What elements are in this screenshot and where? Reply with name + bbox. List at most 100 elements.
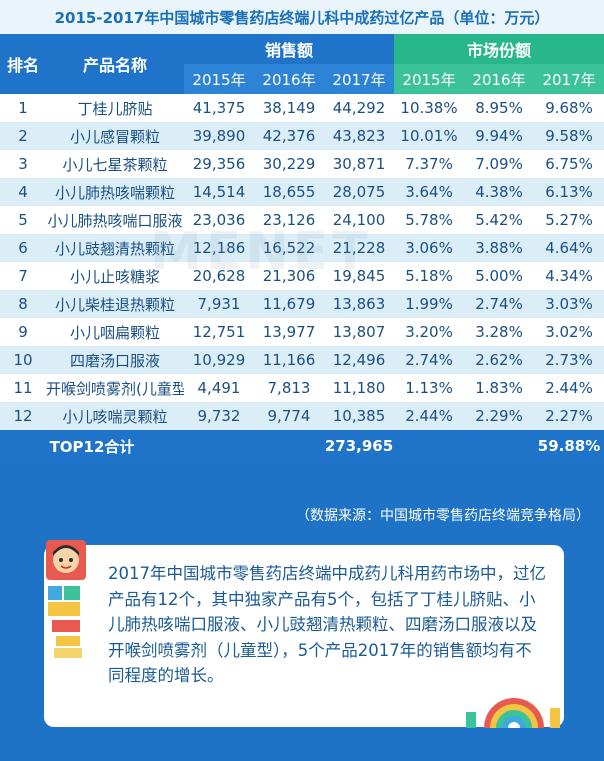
- kid-and-blocks-illustration: [46, 540, 86, 658]
- rainbow-illustration: [466, 698, 560, 728]
- cell-sales-2017: 12,496: [324, 346, 395, 374]
- cell-rank: 10: [0, 346, 46, 374]
- cell-share-2016: 3.28%: [464, 318, 535, 346]
- table-row: 12 小儿咳喘灵颗粒 9,732 9,774 10,385 2.44% 2.29% 2.27%: [0, 402, 604, 430]
- cell-sales-2015: 7,931: [184, 290, 254, 318]
- cell-share-2016: 1.83%: [464, 374, 535, 402]
- cell-sales-2017: 30,871: [324, 150, 395, 178]
- cell-sales-2015: 23,036: [184, 206, 254, 234]
- cell-sales-2017: 44,292: [324, 94, 395, 122]
- header-name: 产品名称: [46, 34, 184, 94]
- cell-share-2015: 7.37%: [394, 150, 465, 178]
- cell-share-2015: 10.01%: [394, 122, 465, 150]
- cell-product-name: 小儿肺热咳喘颗粒: [46, 178, 184, 206]
- cell-sales-2015: 39,890: [184, 122, 254, 150]
- cell-rank: 12: [0, 402, 46, 430]
- cell-product-name: 小儿咽扁颗粒: [46, 318, 184, 346]
- header-sales: 销售额: [184, 34, 395, 64]
- header-share-2015: 2015年: [394, 64, 465, 94]
- cell-share-2016: 3.88%: [464, 234, 535, 262]
- cell-sales-2016: 13,977: [254, 318, 324, 346]
- cell-rank: 11: [0, 374, 46, 402]
- cell-sales-2017: 19,845: [324, 262, 395, 290]
- cell-share-2017: 2.73%: [534, 346, 604, 374]
- cell-sales-2016: 23,126: [254, 206, 324, 234]
- table-row: 7 小儿止咳糖浆 20,628 21,306 19,845 5.18% 5.00% 4.34%: [0, 262, 604, 290]
- header-sales-2017: 2017年: [324, 64, 395, 94]
- summary-text: 2017年中国城市零售药店终端中成药儿科用药市场中，过亿产品有12个，其中独家产…: [108, 564, 546, 685]
- cell-sales-2015: 12,186: [184, 234, 254, 262]
- cell-share-2015: 1.99%: [394, 290, 465, 318]
- cell-product-name: 小儿豉翘清热颗粒: [46, 234, 184, 262]
- cell-share-2017: 9.68%: [534, 94, 604, 122]
- cell-product-name: 开喉剑喷雾剂(儿童型): [46, 374, 184, 402]
- cell-sales-2015: 9,732: [184, 402, 254, 430]
- cell-sales-2017: 10,385: [324, 402, 395, 430]
- cell-share-2016: 4.38%: [464, 178, 535, 206]
- total-cell-empty: [464, 430, 535, 462]
- cell-product-name: 小儿肺热咳喘口服液: [46, 206, 184, 234]
- cell-product-name: 小儿柴桂退热颗粒: [46, 290, 184, 318]
- cell-sales-2015: 20,628: [184, 262, 254, 290]
- title-bar: 2015-2017年中国城市零售药店终端儿科中成药过亿产品（单位：万元）: [0, 0, 604, 34]
- cell-share-2016: 2.29%: [464, 402, 535, 430]
- cell-sales-2016: 30,229: [254, 150, 324, 178]
- cell-share-2017: 2.44%: [534, 374, 604, 402]
- table-row: 4 小儿肺热咳喘颗粒 14,514 18,655 28,075 3.64% 4.38% 6.1…: [0, 178, 604, 206]
- cell-share-2016: 8.95%: [464, 94, 535, 122]
- cell-sales-2016: 21,306: [254, 262, 324, 290]
- cell-rank: 2: [0, 122, 46, 150]
- cell-rank: 4: [0, 178, 46, 206]
- total-label: TOP12合计: [0, 430, 184, 462]
- header-sales-2015: 2015年: [184, 64, 254, 94]
- table-row: 11 开喉剑喷雾剂(儿童型) 4,491 7,813 11,180 1.13% 1.83% 2…: [0, 374, 604, 402]
- cell-sales-2017: 13,863: [324, 290, 395, 318]
- cell-share-2015: 2.44%: [394, 402, 465, 430]
- cell-sales-2017: 11,180: [324, 374, 395, 402]
- total-cell-empty: [184, 430, 254, 462]
- cell-share-2016: 9.94%: [464, 122, 535, 150]
- cell-sales-2015: 14,514: [184, 178, 254, 206]
- cell-share-2015: 3.20%: [394, 318, 465, 346]
- cell-sales-2017: 13,807: [324, 318, 395, 346]
- cell-sales-2016: 38,149: [254, 94, 324, 122]
- data-table: 排名 产品名称 销售额 市场份额 2015年 2016年 2017年 2015年…: [0, 34, 604, 462]
- cell-sales-2016: 18,655: [254, 178, 324, 206]
- total-sales: 273,965: [324, 430, 395, 462]
- table-row: 5 小儿肺热咳喘口服液 23,036 23,126 24,100 5.78% 5.42% 5.…: [0, 206, 604, 234]
- cell-share-2015: 3.64%: [394, 178, 465, 206]
- cell-sales-2016: 11,166: [254, 346, 324, 374]
- header-share-2016: 2016年: [464, 64, 535, 94]
- total-row: TOP12合计 273,965 59.88%: [0, 430, 604, 462]
- cell-share-2017: 6.13%: [534, 178, 604, 206]
- cell-share-2015: 3.06%: [394, 234, 465, 262]
- cell-share-2017: 4.64%: [534, 234, 604, 262]
- cell-share-2016: 5.00%: [464, 262, 535, 290]
- header-rank: 排名: [0, 34, 46, 94]
- cell-share-2015: 5.78%: [394, 206, 465, 234]
- total-share: 59.88%: [534, 430, 604, 462]
- data-source-note: （数据来源：中国城市零售药店终端竞争格局）: [296, 508, 590, 524]
- cell-share-2016: 2.62%: [464, 346, 535, 374]
- cell-sales-2015: 12,751: [184, 318, 254, 346]
- cell-share-2017: 3.03%: [534, 290, 604, 318]
- cell-rank: 9: [0, 318, 46, 346]
- cell-sales-2015: 10,929: [184, 346, 254, 374]
- table-row: 10 四磨汤口服液 10,929 11,166 12,496 2.74% 2.62% 2.73…: [0, 346, 604, 374]
- table-row: 6 小儿豉翘清热颗粒 12,186 16,522 21,228 3.06% 3.88% 4.6…: [0, 234, 604, 262]
- cell-share-2017: 3.02%: [534, 318, 604, 346]
- cell-share-2017: 5.27%: [534, 206, 604, 234]
- cell-product-name: 四磨汤口服液: [46, 346, 184, 374]
- cell-rank: 1: [0, 94, 46, 122]
- cell-rank: 5: [0, 206, 46, 234]
- cell-sales-2016: 42,376: [254, 122, 324, 150]
- cell-sales-2016: 11,679: [254, 290, 324, 318]
- cell-sales-2017: 28,075: [324, 178, 395, 206]
- cell-share-2015: 1.13%: [394, 374, 465, 402]
- cell-share-2015: 10.38%: [394, 94, 465, 122]
- header-share: 市场份额: [394, 34, 604, 64]
- cell-share-2015: 2.74%: [394, 346, 465, 374]
- cell-product-name: 小儿止咳糖浆: [46, 262, 184, 290]
- cell-sales-2017: 43,823: [324, 122, 395, 150]
- summary-card: 2017年中国城市零售药店终端中成药儿科用药市场中，过亿产品有12个，其中独家产…: [44, 545, 564, 727]
